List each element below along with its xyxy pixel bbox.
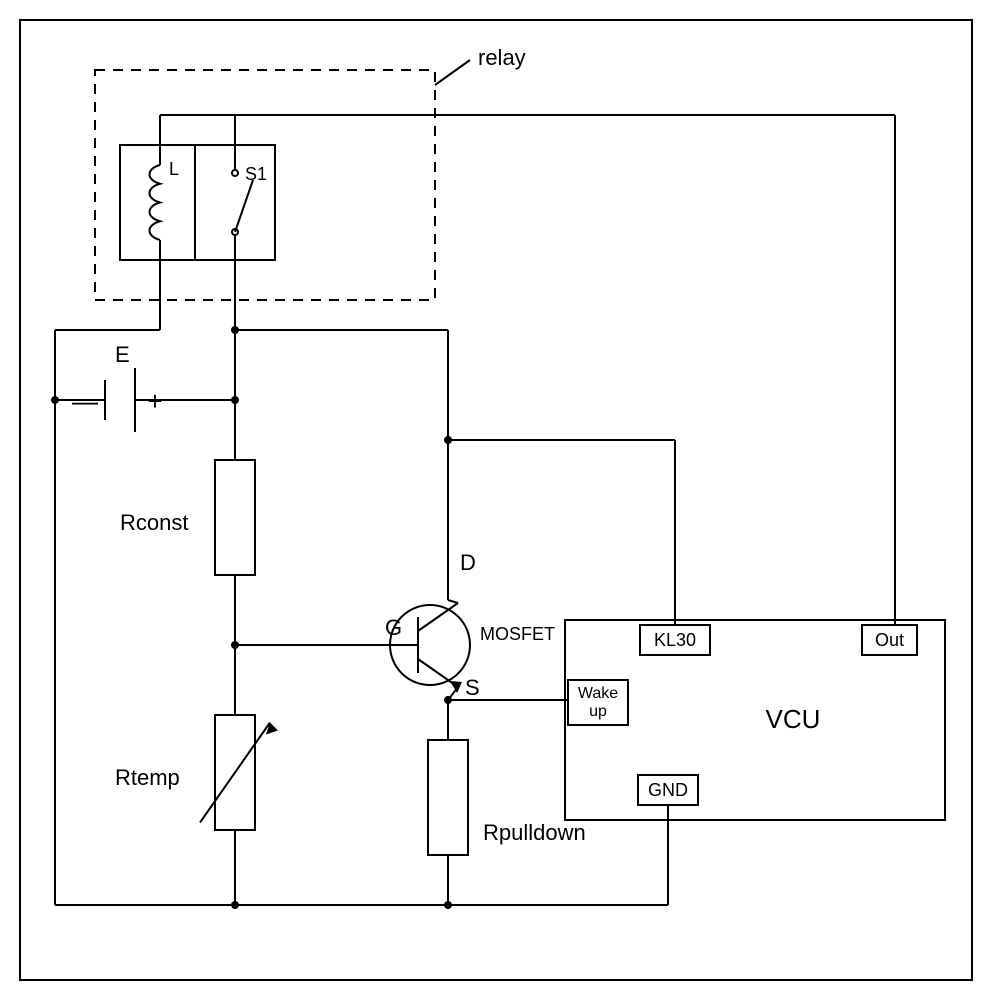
mosfet-label: MOSFET xyxy=(480,624,555,644)
wakeup-label-1: Wake xyxy=(578,685,618,702)
inductor-label: L xyxy=(169,159,179,179)
gate-label: G xyxy=(385,615,402,640)
battery-plus: + xyxy=(147,386,162,416)
out-label: Out xyxy=(875,630,904,650)
relay-label: relay xyxy=(478,45,526,70)
switch-label: S1 xyxy=(245,164,267,184)
gnd-label: GND xyxy=(648,780,688,800)
kl30-label: KL30 xyxy=(654,630,696,650)
vcu-label: VCU xyxy=(766,704,821,734)
rconst-label: Rconst xyxy=(120,510,188,535)
battery-label: E xyxy=(115,342,130,367)
rtemp-label: Rtemp xyxy=(115,765,180,790)
rpulldown-label: Rpulldown xyxy=(483,820,586,845)
wakeup-label-2: up xyxy=(589,703,607,720)
battery-minus: — xyxy=(72,386,98,416)
source-label: S xyxy=(465,675,480,700)
drain-label: D xyxy=(460,550,476,575)
